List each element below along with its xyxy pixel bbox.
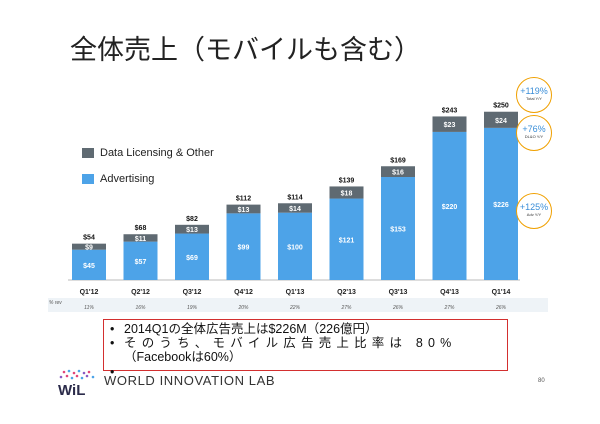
bar-segment-data-licensing <box>329 186 364 199</box>
legend-swatch-data-licensing <box>82 148 94 158</box>
logo-dots-icon <box>59 369 95 380</box>
bar-segment-advertising <box>278 212 312 280</box>
x-tick-label: Q4'12 <box>234 289 253 296</box>
bar-total-label: $54 <box>83 235 95 242</box>
legend-swatch-advertising <box>82 174 94 184</box>
callout-adv-value: +125% <box>519 202 549 212</box>
bar-value-label: $9 <box>85 245 93 252</box>
callout-dlo-label: DL&O Y/Y <box>524 134 544 139</box>
bar-segment-data-licensing <box>226 204 261 214</box>
bar-value-label: $99 <box>238 245 250 252</box>
x-tick-label: Q1'13 <box>286 289 305 296</box>
bar-value-label: $57 <box>135 259 147 266</box>
bar-segment-advertising <box>329 198 364 280</box>
legend-label-data-licensing: Data Licensing & Other <box>100 147 214 159</box>
bar-segment-data-licensing <box>484 111 518 128</box>
bar-segment-advertising <box>226 213 261 280</box>
footer-org-name: WORLD INNOVATION LAB <box>104 373 276 388</box>
bar-segment-advertising <box>72 249 106 280</box>
bullet-icon: • <box>110 365 115 379</box>
bar-segment-advertising <box>432 131 467 280</box>
note-item: • 2014Q1の全体広告売上は$226M（226億円） <box>110 322 501 336</box>
percent-row-value: 27% <box>443 305 455 311</box>
note-item-empty: • <box>110 365 501 379</box>
bar-segment-data-licensing <box>175 224 209 234</box>
bar-value-label: $13 <box>238 207 250 214</box>
page-number: 80 <box>538 378 545 384</box>
notes-box: • 2014Q1の全体広告売上は$226M（226億円） • そのうち、モバイル… <box>103 319 508 379</box>
bullet-icon: • <box>110 336 115 350</box>
bar-value-label: $14 <box>289 206 301 213</box>
bar-value-label: $16 <box>392 170 404 177</box>
callout-adv-label: Adv Y/Y <box>526 212 542 217</box>
bullet-icon: • <box>110 322 115 336</box>
bar-value-label: $24 <box>495 118 507 125</box>
callout-total-yoy: +119% Total Y/Y <box>516 77 552 113</box>
percent-row-value: 22% <box>289 305 301 311</box>
x-tick-label: Q2'12 <box>131 289 150 296</box>
bar-segment-data-licensing <box>432 116 467 132</box>
note-line-2: そのうち、モバイル広告売上比率は 80% <box>124 336 457 350</box>
bar-total-label: $114 <box>287 194 302 201</box>
slide-title: 全体売上（モバイルも含む） <box>70 35 421 66</box>
percent-row-value: 19% <box>187 305 198 311</box>
x-tick-label: Q4'13 <box>440 289 459 296</box>
bar-value-label: $153 <box>390 227 406 234</box>
note-line-3: （Facebookは60%） <box>124 350 242 364</box>
bar-total-label: $112 <box>236 196 251 203</box>
percent-row-value: 26% <box>392 305 404 311</box>
percent-row-label: % rev <box>49 300 62 306</box>
bar-segment-data-licensing <box>381 166 415 178</box>
bar-value-label: $45 <box>83 263 95 270</box>
bar-value-label: $69 <box>186 255 198 262</box>
bar-segment-advertising <box>123 241 158 280</box>
bar-segment-advertising <box>175 233 209 280</box>
bar-value-label: $121 <box>339 237 355 244</box>
bar-value-label: $11 <box>135 236 146 243</box>
bar-segment-data-licensing <box>278 203 312 213</box>
bar-value-label: $18 <box>341 191 353 198</box>
bar-total-label: $169 <box>390 157 406 164</box>
bar-value-label: $226 <box>493 202 509 209</box>
bar-segment-advertising <box>381 177 415 280</box>
logo-text: WiL <box>58 382 85 398</box>
callout-dlo-yoy: +76% DL&O Y/Y <box>516 115 552 151</box>
callout-total-label: Total Y/Y <box>526 96 542 101</box>
legend-item-data-licensing: Data Licensing & Other <box>82 146 214 160</box>
percent-row-value: 11% <box>84 305 94 311</box>
bar-total-label: $68 <box>135 225 147 232</box>
bar-total-label: $82 <box>186 216 198 223</box>
callout-dlo-value: +76% <box>522 124 546 134</box>
x-tick-label: Q1'14 <box>492 289 511 296</box>
x-tick-label: Q3'12 <box>183 289 202 296</box>
bar-total-label: $250 <box>493 103 509 110</box>
callout-adv-yoy: +125% Adv Y/Y <box>516 193 552 229</box>
legend-label-advertising: Advertising <box>100 173 155 185</box>
bar-segment-data-licensing <box>123 234 158 242</box>
bar-total-label: $243 <box>442 107 458 114</box>
note-line-1: 2014Q1の全体広告売上は$226M（226億円） <box>124 322 378 336</box>
chart-legend: Data Licensing & Other Advertising <box>82 146 214 198</box>
x-tick-label: Q1'12 <box>80 289 99 296</box>
percent-row-background <box>48 298 548 312</box>
x-tick-label: Q2'13 <box>337 289 356 296</box>
bar-segment-data-licensing <box>72 243 106 250</box>
percent-row-value: 20% <box>237 305 249 311</box>
wil-logo: WiL <box>58 369 95 398</box>
bar-total-label: $139 <box>339 177 355 184</box>
x-tick-label: Q3'13 <box>389 289 408 296</box>
percent-row-value: 16% <box>135 305 146 311</box>
stacked-bar-chart: $45 $9 $54 Q1'12 11% $57 $11 $68 Q2'12 16% $69 $13 $… <box>68 103 520 311</box>
bar-value-label: $23 <box>444 122 456 129</box>
bar-segment-advertising <box>484 127 518 280</box>
bar-value-label: $13 <box>186 227 198 234</box>
percent-row-value: 26% <box>495 305 507 311</box>
legend-item-advertising: Advertising <box>82 172 214 186</box>
bar-value-label: $100 <box>287 244 303 251</box>
callout-total-value: +119% <box>520 86 548 96</box>
percent-row-value: 27% <box>340 305 352 311</box>
bar-value-label: $220 <box>442 204 458 211</box>
note-item: • そのうち、モバイル広告売上比率は 80% <box>110 336 501 350</box>
